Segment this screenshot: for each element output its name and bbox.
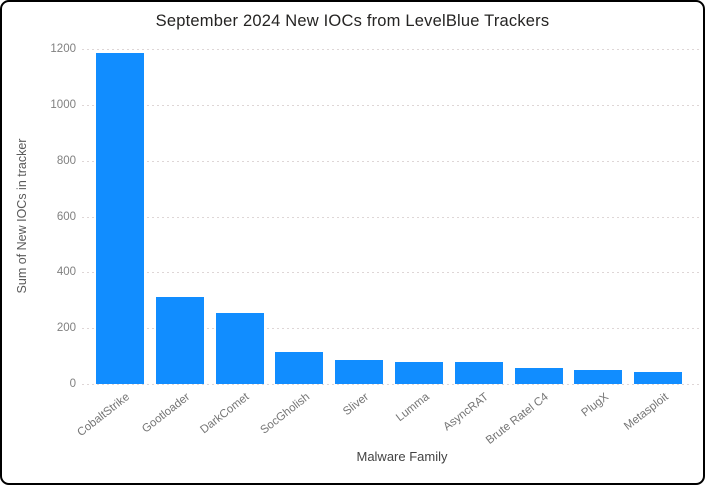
x-tick-label: SocGholish (257, 391, 312, 437)
gridline (82, 104, 699, 106)
x-axis-title: Malware Family (356, 449, 448, 464)
y-tick-label: 1000 (50, 98, 76, 111)
gridline (82, 160, 699, 162)
bar-plugx (574, 370, 623, 384)
x-tick-label: Sliver (341, 391, 372, 419)
chart-title: September 2024 New IOCs from LevelBlue T… (155, 12, 550, 30)
y-tick-label: 800 (56, 154, 76, 167)
gridline (82, 384, 699, 385)
y-tick-label: 0 (69, 378, 76, 390)
x-tick-label: CobaltStrike (75, 391, 133, 440)
bar-asyncrat (454, 362, 503, 384)
x-tick-label: Gootloader (139, 391, 193, 436)
y-tick-label: 600 (56, 210, 76, 223)
y-axis-title: Sum of New IOCs in tracker (15, 138, 29, 294)
x-tick-label: DarkComet (198, 391, 252, 437)
y-tick-label: 400 (56, 266, 76, 279)
bar-socgholish (275, 351, 324, 384)
bar-metasploit (634, 372, 683, 384)
gridline (82, 49, 699, 50)
x-tick-label: Brute Ratel C4 (484, 391, 551, 447)
bar-lumma (394, 361, 443, 384)
gridline (82, 216, 699, 218)
x-tick-label: Metasploit (621, 391, 671, 433)
x-tick-label: PlugX (579, 391, 611, 420)
bar-cobaltstrike (95, 53, 144, 384)
y-tick-label: 1200 (50, 43, 76, 55)
x-tick-label: AsyncRAT (441, 391, 492, 434)
bar-gootloader (155, 297, 204, 384)
bar-darkcomet (215, 312, 264, 384)
bar-sliver (335, 360, 384, 384)
gridline (82, 272, 699, 274)
x-tick-label: Lumma (393, 391, 432, 425)
gridline (82, 328, 699, 330)
y-tick-label: 200 (56, 322, 76, 335)
bar-brute-ratel-c4 (514, 368, 563, 384)
